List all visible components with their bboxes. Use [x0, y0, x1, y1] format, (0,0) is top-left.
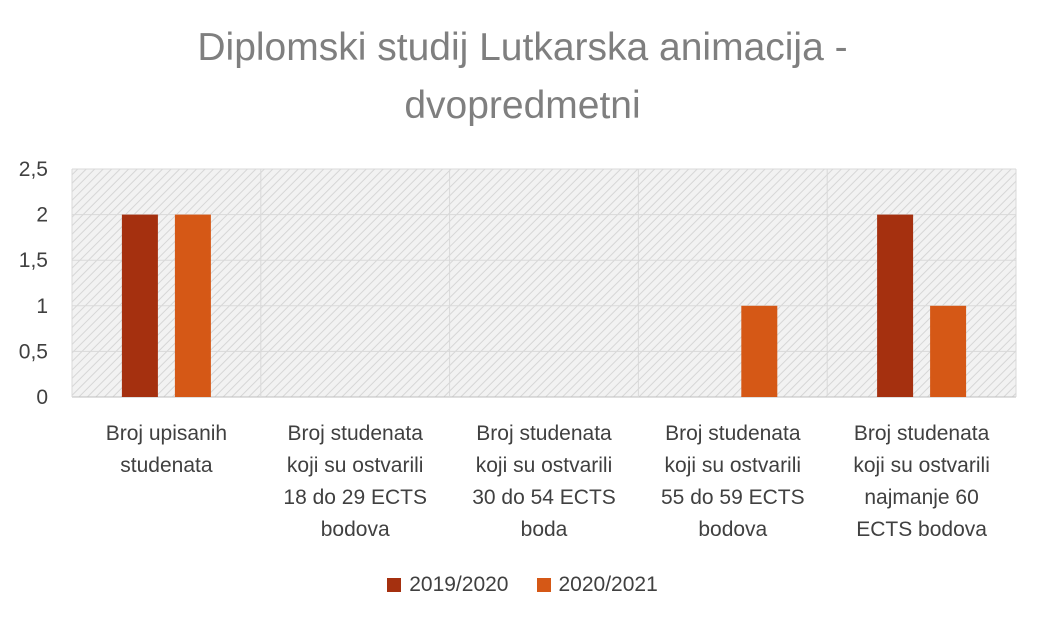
- legend-item-2019-2020: 2019/2020: [387, 573, 509, 597]
- x-tick-label: Broj studenata: [476, 422, 612, 445]
- bar-2020-2021-cat-0: [174, 214, 211, 397]
- y-tick-label: 1,5: [19, 249, 48, 272]
- x-tick-label: studenata: [120, 454, 213, 477]
- bar-2019-2020-cat-4: [877, 214, 914, 397]
- y-tick-label: 0: [36, 386, 48, 409]
- legend: 2019/2020 2020/2021: [0, 570, 1045, 600]
- x-tick-label: koji su ostvarili: [853, 454, 990, 477]
- x-tick-label: najmanje 60: [864, 486, 978, 509]
- y-tick-label: 2: [36, 204, 48, 227]
- x-tick-label: 30 do 54 ECTS: [472, 486, 616, 509]
- x-tick-label: Broj studenata: [287, 422, 423, 445]
- legend-item-2020-2021: 2020/2021: [536, 573, 658, 597]
- x-tick-label: 55 do 59 ECTS: [661, 486, 805, 509]
- legend-label-2020-2021: 2020/2021: [558, 573, 658, 596]
- x-tick-label: koji su ostvarili: [287, 454, 424, 477]
- x-tick-label: bodova: [321, 518, 390, 541]
- legend-swatch-2019-2020: [387, 578, 402, 592]
- chart-title-line-1: Diplomski studij Lutkarska animacija -: [197, 26, 848, 69]
- x-tick-label: bodova: [698, 518, 767, 541]
- x-tick-label: boda: [521, 518, 568, 541]
- legend-label-2019-2020: 2019/2020: [409, 573, 509, 596]
- x-tick-label: Broj studenata: [665, 422, 801, 445]
- y-tick-label: 1: [36, 295, 48, 318]
- bar-2020-2021-cat-4: [930, 305, 967, 397]
- x-tick-label: 18 do 29 ECTS: [283, 486, 427, 509]
- x-tick-label: Broj studenata: [854, 422, 990, 445]
- plot-background: [72, 169, 1016, 397]
- x-tick-label: koji su ostvarili: [476, 454, 613, 477]
- x-tick-label: Broj upisanih: [106, 422, 227, 445]
- y-tick-label: 2,5: [19, 158, 48, 181]
- bar-2019-2020-cat-0: [121, 214, 158, 397]
- chart-title-line-2: dvopredmetni: [404, 84, 641, 127]
- legend-swatch-2020-2021: [536, 578, 551, 592]
- bar-2020-2021-cat-3: [741, 305, 778, 397]
- x-tick-label: ECTS bodova: [856, 518, 987, 541]
- y-tick-label: 0,5: [19, 340, 48, 363]
- x-tick-label: koji su ostvarili: [665, 454, 802, 477]
